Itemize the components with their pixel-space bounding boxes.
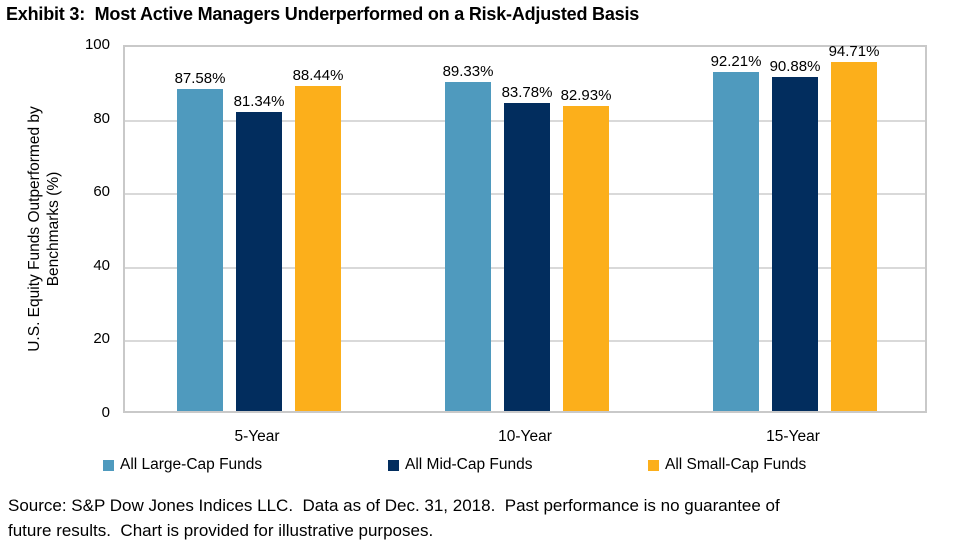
bar — [236, 111, 282, 411]
bar — [445, 82, 491, 411]
legend-label: All Large-Cap Funds — [120, 456, 263, 473]
legend-swatch-icon — [648, 459, 659, 471]
y-tick-label: 40 — [93, 256, 110, 274]
y-tick-label: 100 — [84, 36, 110, 53]
legend-item: All Mid-Cap Funds — [388, 456, 533, 474]
bar-value-label: 81.34% — [233, 92, 285, 110]
x-axis-label: 10-Year — [498, 428, 552, 445]
bar-value-label: 88.44% — [292, 66, 344, 84]
bar — [177, 88, 223, 411]
bar-value-label: 83.78% — [501, 83, 553, 101]
bar-value-label: 89.33% — [442, 63, 494, 81]
bar — [713, 71, 759, 411]
source-note: Source: S&P Dow Jones Indices LLC. Data … — [8, 496, 780, 540]
bar — [831, 62, 877, 411]
y-tick-label: 20 — [93, 330, 110, 348]
x-axis-label: 5-Year — [234, 428, 280, 445]
y-tick-label: 60 — [93, 183, 110, 201]
legend-label: All Small-Cap Funds — [665, 456, 807, 473]
legend-item: All Large-Cap Funds — [103, 456, 262, 474]
bar-value-label: 82.93% — [560, 86, 612, 104]
y-tick-label: 0 — [101, 404, 110, 421]
chart-title: Exhibit 3: Most Active Managers Underper… — [6, 4, 640, 24]
plot-area: 87.58% 81.34% 88.44% 89.33% 83.78% 82.93% 92.2… — [123, 43, 927, 413]
bar — [772, 76, 818, 411]
bar-value-label: 94.71% — [828, 43, 880, 61]
bar-value-label: 92.21% — [710, 52, 762, 70]
bar — [563, 105, 609, 411]
legend-label: All Mid-Cap Funds — [405, 456, 533, 473]
legend-swatch-icon — [103, 459, 114, 471]
y-tick-label: 80 — [93, 109, 110, 127]
legend-swatch-icon — [388, 459, 399, 471]
y-axis-title: U.S. Equity Funds Outperformed by Benchm… — [26, 106, 62, 352]
x-axis-label: 15-Year — [766, 428, 820, 445]
bar-value-label: 87.58% — [174, 69, 226, 87]
bar-value-label: 90.88% — [769, 57, 821, 75]
legend-item: All Small-Cap Funds — [648, 456, 806, 474]
bar — [504, 102, 550, 411]
bar — [295, 85, 341, 411]
